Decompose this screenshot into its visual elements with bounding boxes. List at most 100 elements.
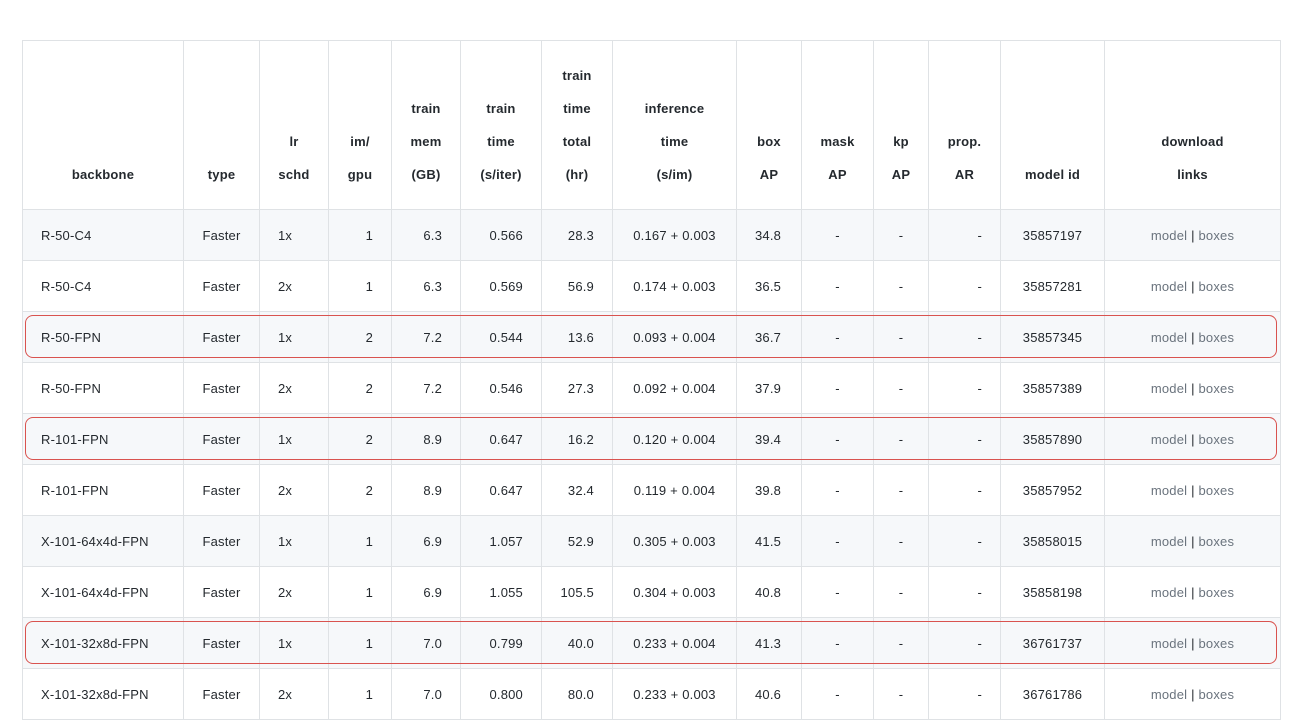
boxes-link[interactable]: boxes [1198,227,1235,243]
cell-lr-schd: 1x [259,515,329,567]
cell-download-links: model | boxes [1104,668,1281,720]
boxes-link[interactable]: boxes [1198,278,1235,294]
boxes-link[interactable]: boxes [1198,482,1235,498]
cell-kp-ap: - [873,209,929,261]
cell-mask-ap: - [801,617,874,669]
cell-box-ap: 37.9 [736,362,802,414]
cell-backbone: X-101-32x8d-FPN [22,668,184,720]
cell-box-ap: 39.4 [736,413,802,465]
link-separator: | [1191,533,1195,549]
cell-train-time-total: 28.3 [541,209,613,261]
boxes-link[interactable]: boxes [1198,431,1235,447]
model-link[interactable]: model [1150,329,1188,345]
cell-backbone: X-101-64x4d-FPN [22,515,184,567]
link-separator: | [1191,482,1195,498]
cell-type: Faster [183,413,260,465]
model-link[interactable]: model [1150,482,1188,498]
link-separator: | [1191,686,1195,702]
cell-train-time: 1.055 [460,566,542,618]
cell-download-links: model | boxes [1104,413,1281,465]
cell-train-mem: 6.3 [391,260,461,312]
link-separator: | [1191,278,1195,294]
cell-model-id: 35857281 [1000,260,1105,312]
cell-train-time-total: 27.3 [541,362,613,414]
header-train-time-total: train time total (hr) [541,40,613,210]
cell-backbone: R-101-FPN [22,413,184,465]
cell-lr-schd: 1x [259,413,329,465]
model-link[interactable]: model [1150,380,1188,396]
cell-kp-ap: - [873,413,929,465]
cell-train-time-total: 80.0 [541,668,613,720]
cell-train-mem: 7.2 [391,362,461,414]
boxes-link[interactable]: boxes [1198,584,1235,600]
cell-mask-ap: - [801,413,874,465]
cell-box-ap: 36.7 [736,311,802,363]
cell-model-id: 35857197 [1000,209,1105,261]
cell-backbone: R-50-FPN [22,362,184,414]
header-line: schd [278,167,310,182]
model-link[interactable]: model [1150,533,1188,549]
boxes-link[interactable]: boxes [1198,635,1235,651]
cell-type: Faster [183,260,260,312]
model-link[interactable]: model [1150,584,1188,600]
cell-mask-ap: - [801,260,874,312]
header-line: (s/iter) [480,167,522,182]
header-prop-ar: prop. AR [928,40,1001,210]
cell-lr-schd: 1x [259,311,329,363]
model-link[interactable]: model [1150,431,1188,447]
model-zoo-table: backbone type lr schd im/gpu train mem (GB) trai… [22,40,1281,720]
boxes-link[interactable]: boxes [1198,329,1235,345]
boxes-link[interactable]: boxes [1198,533,1235,549]
table-row: R-50-C4 Faster 1x 1 6.3 0.566 28.3 0.167 + 0.00… [22,209,1281,261]
boxes-link[interactable]: boxes [1198,686,1235,702]
cell-model-id: 35858198 [1000,566,1105,618]
cell-prop-ar: - [928,566,1001,618]
cell-prop-ar: - [928,464,1001,516]
cell-type: Faster [183,566,260,618]
header-line: lr [289,134,299,149]
cell-box-ap: 41.3 [736,617,802,669]
cell-train-time-total: 56.9 [541,260,613,312]
table-row: X-101-32x8d-FPN Faster 2x 1 7.0 0.800 80.0 0.23… [22,668,1281,720]
header-line: download [1161,134,1224,149]
table-row: X-101-64x4d-FPN Faster 2x 1 6.9 1.055 105.5 0.3… [22,566,1281,618]
cell-backbone: R-50-C4 [22,209,184,261]
cell-train-time-total: 52.9 [541,515,613,567]
table-row: X-101-32x8d-FPN Faster 1x 1 7.0 0.799 40.0 0.23… [22,617,1281,669]
cell-lr-schd: 2x [259,362,329,414]
boxes-link[interactable]: boxes [1198,380,1235,396]
header-line: time [563,101,591,116]
cell-lr-schd: 2x [259,464,329,516]
model-link[interactable]: model [1150,686,1188,702]
model-link[interactable]: model [1150,635,1188,651]
model-link[interactable]: model [1150,278,1188,294]
cell-inference-time: 0.167 + 0.003 [612,209,737,261]
cell-train-time-total: 40.0 [541,617,613,669]
header-line: train [562,68,592,83]
cell-type: Faster [183,209,260,261]
cell-train-time-total: 105.5 [541,566,613,618]
cell-train-mem: 6.9 [391,515,461,567]
header-line: inference [644,101,705,116]
cell-inference-time: 0.093 + 0.004 [612,311,737,363]
header-line: total [562,134,592,149]
cell-download-links: model | boxes [1104,311,1281,363]
cell-download-links: model | boxes [1104,566,1281,618]
cell-train-mem: 6.3 [391,209,461,261]
cell-box-ap: 40.6 [736,668,802,720]
cell-train-time-total: 13.6 [541,311,613,363]
cell-type: Faster [183,362,260,414]
header-kp-ap: kp AP [873,40,929,210]
header-inference-time: inference time (s/im) [612,40,737,210]
header-line: links [1177,167,1208,182]
table-row: R-101-FPN Faster 2x 2 8.9 0.647 32.4 0.119 + 0.… [22,464,1281,516]
cell-lr-schd: 1x [259,209,329,261]
cell-prop-ar: - [928,260,1001,312]
cell-lr-schd: 2x [259,260,329,312]
cell-kp-ap: - [873,617,929,669]
cell-backbone: R-50-FPN [22,311,184,363]
cell-train-mem: 7.0 [391,617,461,669]
cell-inference-time: 0.092 + 0.004 [612,362,737,414]
cell-im-gpu: 1 [328,566,392,618]
model-link[interactable]: model [1150,227,1188,243]
